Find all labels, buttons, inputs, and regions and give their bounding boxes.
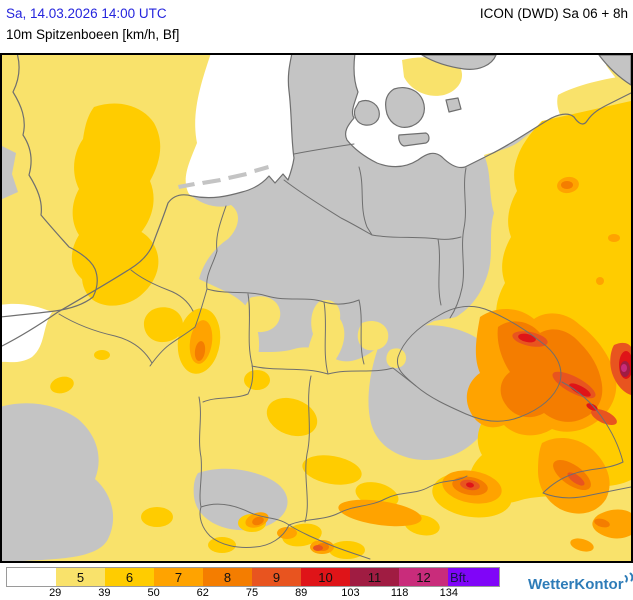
- gust-patches-bft5: [242, 296, 406, 372]
- legend-box-5: 5: [56, 568, 105, 586]
- parameter-label: 10m Spitzenboeen [km/h, Bf]: [6, 27, 180, 42]
- kmh-threshold: 29: [49, 587, 62, 599]
- legend-box-blank: [7, 568, 56, 586]
- kmh-threshold: 89: [295, 587, 308, 599]
- wetterkontor-logo[interactable]: WetterKontor: [528, 572, 633, 596]
- legend-box-11: 11: [350, 568, 399, 586]
- datetime-label: Sa, 14.03.2026 14:00 UTC: [6, 6, 167, 21]
- weather-map-svg: [2, 55, 631, 561]
- kmh-threshold: 62: [196, 587, 209, 599]
- legend-box-6: 6: [105, 568, 154, 586]
- kmh-threshold: 103: [341, 587, 360, 599]
- weather-map: [0, 53, 633, 563]
- islands: [178, 55, 631, 189]
- kmh-threshold: 134: [439, 587, 458, 599]
- kmh-threshold: 118: [390, 587, 409, 599]
- legend-box-8: 8: [203, 568, 252, 586]
- borders: [2, 55, 631, 561]
- gust-area-bft12: [621, 364, 627, 372]
- legend-scale: 5 6 7 8 9 10 11 12 Bft.: [6, 567, 500, 587]
- kmh-threshold: 75: [245, 587, 259, 599]
- legend-box-7: 7: [154, 568, 203, 586]
- kmh-threshold: 39: [98, 587, 111, 599]
- legend-box-10: 10: [301, 568, 350, 586]
- logo-swoosh-icon: [624, 572, 633, 583]
- legend-kmh-values: 29 39 50 62 75 89 103 118 134: [6, 587, 526, 599]
- model-run-label: ICON (DWD) Sa 06 + 8h: [479, 6, 628, 21]
- legend-box-12: 12: [399, 568, 448, 586]
- logo-text: WetterKontor: [528, 576, 624, 593]
- legend-box-bft: Bft.: [448, 568, 499, 586]
- legend-box-9: 9: [252, 568, 301, 586]
- kmh-threshold: 50: [147, 587, 160, 599]
